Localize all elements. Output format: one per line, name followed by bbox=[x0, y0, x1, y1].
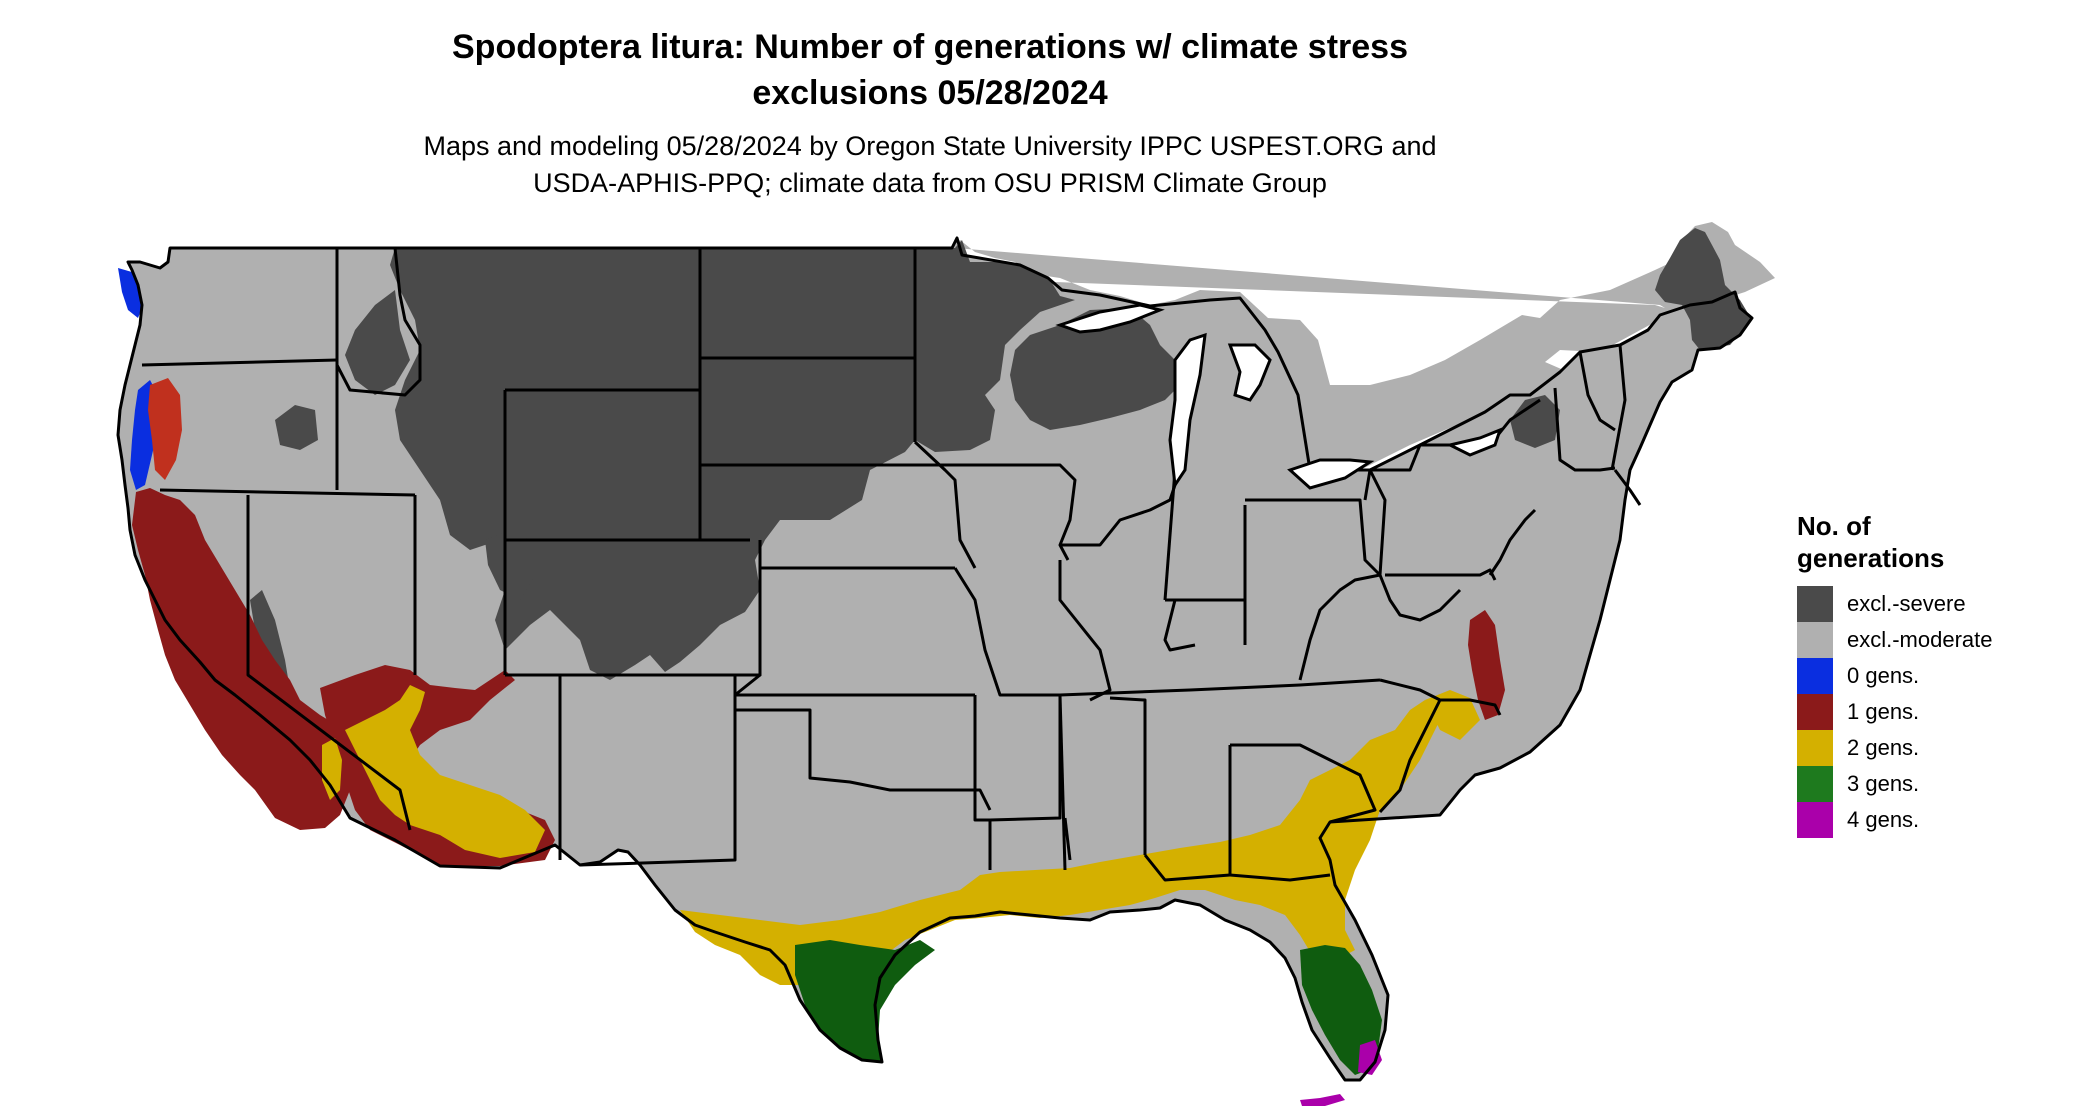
region-three-gens-florida bbox=[1300, 945, 1382, 1075]
legend-swatch bbox=[1797, 802, 1833, 838]
region-one-gens-california bbox=[132, 488, 360, 830]
region-severe-utah bbox=[485, 530, 535, 600]
legend-swatch bbox=[1797, 766, 1833, 802]
region-severe-great-lakes bbox=[1010, 308, 1180, 430]
legend-label: 1 gens. bbox=[1847, 699, 1920, 724]
subtitle-line-2: USDA-APHIS-PPQ; climate data from OSU PR… bbox=[533, 168, 1327, 198]
region-severe-oregon bbox=[275, 405, 318, 450]
legend-item-4-gens: 4 gens. bbox=[1797, 802, 1993, 838]
great-lakes bbox=[1055, 303, 1503, 490]
legend-title: No. of generations bbox=[1797, 510, 1993, 574]
region-severe-north-plains bbox=[390, 240, 1075, 680]
legend-label: 2 gens. bbox=[1847, 735, 1920, 760]
region-four-gens-florida-tip bbox=[1358, 1040, 1382, 1075]
legend-swatch bbox=[1797, 730, 1833, 766]
map-title: Spodoptera litura: Number of generations… bbox=[300, 24, 1560, 116]
legend-swatch bbox=[1797, 586, 1833, 622]
map-subtitle: Maps and modeling 05/28/2024 by Oregon S… bbox=[300, 128, 1560, 202]
legend-title-line-2: generations bbox=[1797, 543, 1945, 573]
legend: No. of generations excl.-severe excl.-mo… bbox=[1797, 510, 1993, 838]
legend-label: excl.-moderate bbox=[1847, 627, 1993, 652]
region-two-gens-imperial bbox=[322, 738, 342, 800]
region-severe-adirondacks bbox=[1510, 395, 1560, 448]
region-severe-new-england bbox=[1655, 228, 1752, 350]
title-line-2: exclusions 05/28/2024 bbox=[752, 74, 1108, 112]
legend-label: 0 gens. bbox=[1847, 663, 1920, 688]
us-land-moderate bbox=[170, 222, 1775, 470]
region-three-gens-texas bbox=[795, 940, 935, 1062]
legend-item-0-gens: 0 gens. bbox=[1797, 658, 1993, 694]
legend-item-excl-severe: excl.-severe bbox=[1797, 586, 1993, 622]
region-one-gens-or bbox=[148, 378, 182, 480]
legend-item-3-gens: 3 gens. bbox=[1797, 766, 1993, 802]
legend-swatch bbox=[1797, 622, 1833, 658]
legend-swatch bbox=[1797, 694, 1833, 730]
title-line-1: Spodoptera litura: Number of generations… bbox=[452, 28, 1408, 66]
subtitle-line-1: Maps and modeling 05/28/2024 by Oregon S… bbox=[423, 131, 1437, 161]
region-two-gens-gulf bbox=[680, 700, 1440, 985]
legend-title-line-1: No. of bbox=[1797, 511, 1871, 541]
legend-label: 4 gens. bbox=[1847, 807, 1920, 832]
legend-item-excl-moderate: excl.-moderate bbox=[1797, 622, 1993, 658]
legend-swatch bbox=[1797, 658, 1833, 694]
region-severe-idaho bbox=[345, 290, 410, 395]
legend-item-2-gens: 2 gens. bbox=[1797, 730, 1993, 766]
region-two-gens-arizona bbox=[345, 685, 545, 858]
legend-label: excl.-severe bbox=[1847, 591, 1966, 616]
region-one-gens-delmarva bbox=[1468, 610, 1505, 720]
state-borders bbox=[116, 236, 1754, 1082]
legend-label: 3 gens. bbox=[1847, 771, 1920, 796]
region-four-gens-keys bbox=[1300, 1094, 1345, 1106]
legend-item-1-gens: 1 gens. bbox=[1797, 694, 1993, 730]
